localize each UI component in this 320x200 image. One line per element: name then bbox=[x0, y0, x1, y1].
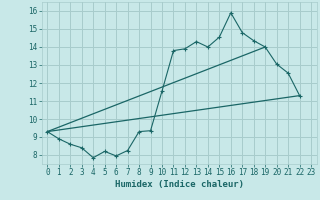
X-axis label: Humidex (Indice chaleur): Humidex (Indice chaleur) bbox=[115, 180, 244, 189]
